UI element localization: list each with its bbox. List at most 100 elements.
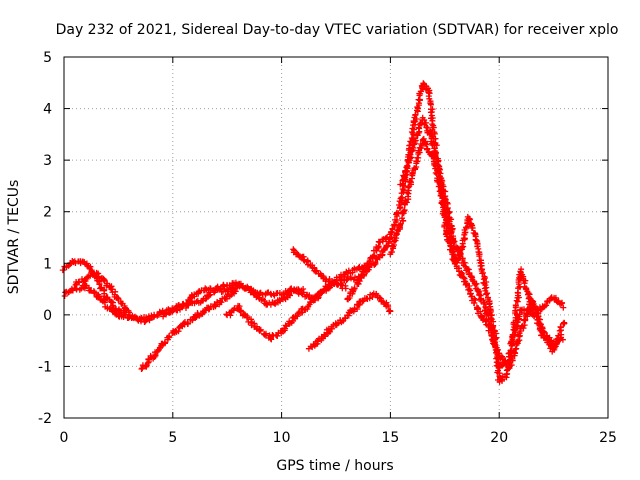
data-point [401,207,408,213]
data-point [437,170,444,177]
data-point [151,313,158,320]
data-point [397,222,403,228]
data-point [409,125,416,132]
data-point [195,289,202,296]
data-point [505,360,512,367]
data-point [446,218,453,225]
data-point [483,284,490,291]
data-point [385,303,392,310]
data-point [560,304,567,311]
data-segment [138,284,241,372]
data-point [426,90,433,97]
data-segment [305,290,394,352]
data-point [543,335,549,342]
data-point [415,96,422,103]
chart-title: Day 232 of 2021, Sidereal Day-to-day VTE… [56,22,619,38]
data-point [399,177,406,184]
data-segment [61,235,394,325]
data-point [218,299,225,306]
data-point [389,242,396,249]
data-point [472,282,479,288]
data-point [445,210,452,217]
data-point [474,306,481,313]
data-point [91,289,98,296]
data-point [553,336,560,343]
data-point [67,261,74,268]
data-point [466,216,473,223]
data-point [343,277,350,284]
data-point [313,267,320,274]
data-point [217,285,224,292]
data-point [387,308,394,315]
data-segment [59,258,153,325]
data-point [450,239,457,246]
data-point [206,292,213,299]
data-point [482,275,488,281]
data-point [320,273,327,280]
data-point [555,332,562,339]
y-axis-label: SDTVAR / TECUs [6,180,22,295]
data-point [268,336,275,343]
data-point [557,324,564,331]
data-segment [344,80,567,385]
data-point [449,248,456,255]
data-segment [290,246,349,292]
data-point [402,197,409,204]
data-point [507,347,514,354]
data-point [389,249,395,255]
data-point [448,228,455,235]
data-point [287,292,293,299]
y-tick-label: 4 [43,102,52,118]
data-point [513,297,520,304]
data-point [371,262,378,268]
x-tick-label: 0 [60,430,69,446]
x-tick-label: 25 [599,430,617,446]
data-point [293,313,300,320]
y-tick-label: -2 [38,411,52,427]
data-point [411,141,418,148]
data-point [321,286,328,293]
data-point [444,205,451,212]
data-point [286,291,293,298]
data-point [314,338,321,345]
data-point [122,306,129,313]
data-point [512,303,519,309]
data-point [408,154,415,161]
x-tick-label: 10 [273,430,291,446]
data-point [300,286,307,292]
axis-ticks: 0 5 10 15 20 25 -2 -1 0 1 2 3 4 5 [38,50,617,446]
data-point [473,237,480,244]
plot-border [63,56,609,419]
data-point [444,199,451,206]
data-point [184,300,191,307]
data-point [59,267,66,274]
y-tick-label: 0 [43,308,52,324]
data-point [428,115,435,122]
data-segment [397,114,568,371]
data-point [359,298,366,305]
data-point [507,354,514,360]
data-point [344,276,351,283]
data-point [207,291,214,298]
data-point [407,151,414,158]
data-point [342,315,349,322]
data-point [484,311,491,318]
data-point [499,376,505,383]
data-point [527,298,534,305]
data-point [422,140,429,147]
data-point [495,365,502,371]
data-point [257,326,264,333]
y-tick-label: -1 [38,359,52,375]
data-point [543,302,550,309]
data-point [238,307,245,314]
data-point [295,288,301,295]
data-point [483,290,490,297]
data-point [414,154,421,161]
data-point [508,362,515,368]
x-axis-label: GPS time / hours [276,458,393,474]
data-point [468,225,475,231]
data-point [138,366,145,372]
data-point [412,137,419,144]
data-point [156,344,163,351]
